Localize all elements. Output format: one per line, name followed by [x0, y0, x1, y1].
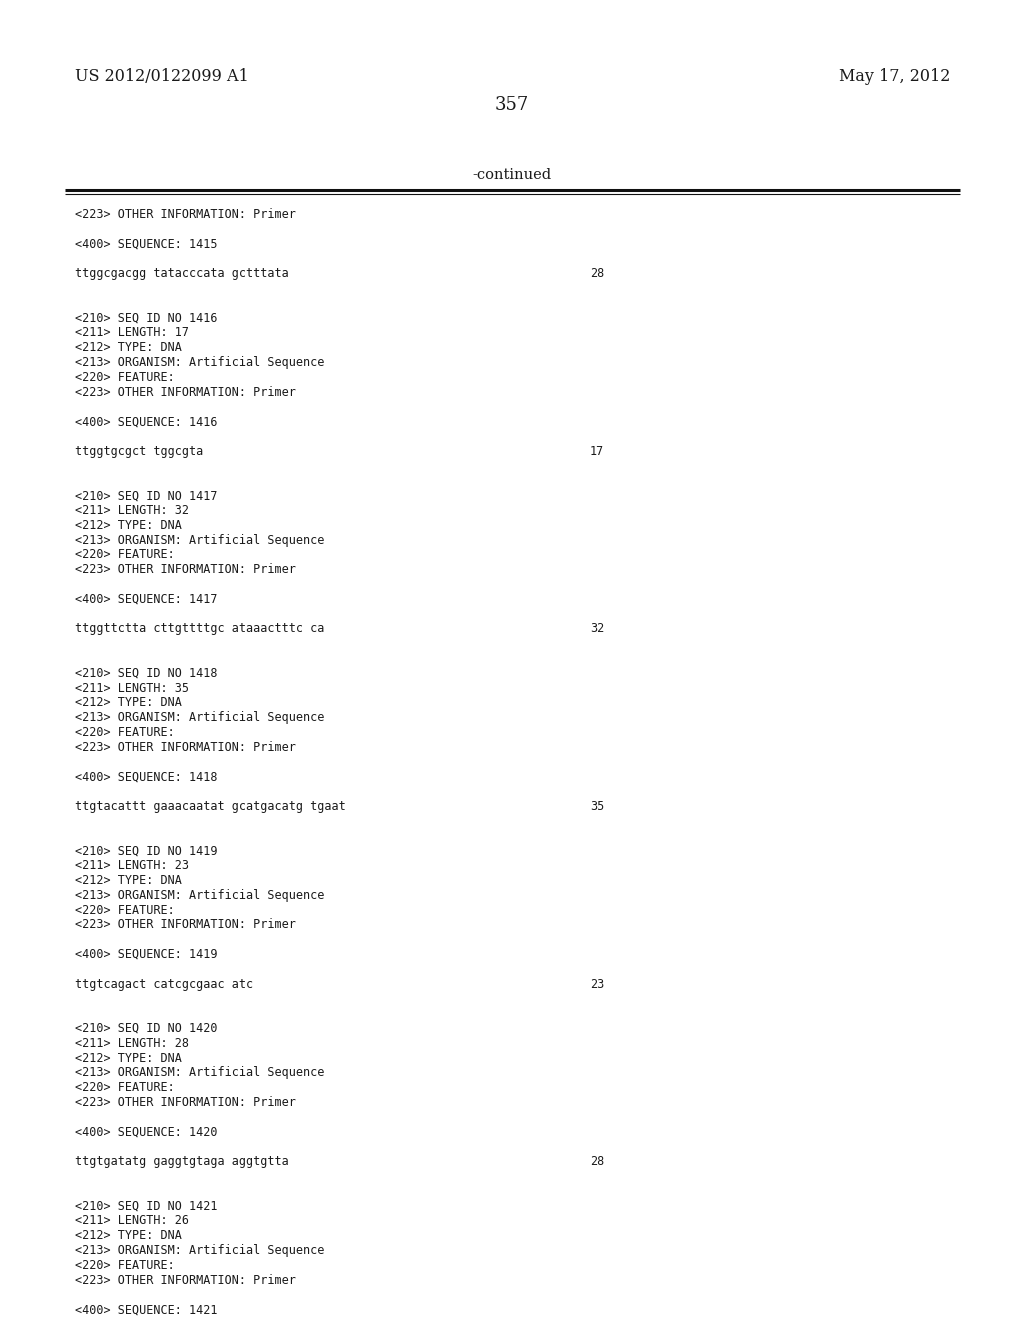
- Text: <400> SEQUENCE: 1420: <400> SEQUENCE: 1420: [75, 1126, 217, 1139]
- Text: <210> SEQ ID NO 1416: <210> SEQ ID NO 1416: [75, 312, 217, 325]
- Text: <211> LENGTH: 28: <211> LENGTH: 28: [75, 1036, 189, 1049]
- Text: <213> ORGANISM: Artificial Sequence: <213> ORGANISM: Artificial Sequence: [75, 1067, 325, 1080]
- Text: 35: 35: [590, 800, 604, 813]
- Text: ttgtacattt gaaacaatat gcatgacatg tgaat: ttgtacattt gaaacaatat gcatgacatg tgaat: [75, 800, 346, 813]
- Text: <212> TYPE: DNA: <212> TYPE: DNA: [75, 519, 182, 532]
- Text: <220> FEATURE:: <220> FEATURE:: [75, 1259, 175, 1271]
- Text: <223> OTHER INFORMATION: Primer: <223> OTHER INFORMATION: Primer: [75, 741, 296, 754]
- Text: <400> SEQUENCE: 1417: <400> SEQUENCE: 1417: [75, 593, 217, 606]
- Text: ttgtgatatg gaggtgtaga aggtgtta: ttgtgatatg gaggtgtaga aggtgtta: [75, 1155, 289, 1168]
- Text: <220> FEATURE:: <220> FEATURE:: [75, 904, 175, 916]
- Text: <400> SEQUENCE: 1419: <400> SEQUENCE: 1419: [75, 948, 217, 961]
- Text: <213> ORGANISM: Artificial Sequence: <213> ORGANISM: Artificial Sequence: [75, 533, 325, 546]
- Text: <210> SEQ ID NO 1420: <210> SEQ ID NO 1420: [75, 1022, 217, 1035]
- Text: <220> FEATURE:: <220> FEATURE:: [75, 548, 175, 561]
- Text: <210> SEQ ID NO 1419: <210> SEQ ID NO 1419: [75, 845, 217, 858]
- Text: <212> TYPE: DNA: <212> TYPE: DNA: [75, 1052, 182, 1065]
- Text: <210> SEQ ID NO 1421: <210> SEQ ID NO 1421: [75, 1200, 217, 1213]
- Text: <220> FEATURE:: <220> FEATURE:: [75, 1081, 175, 1094]
- Text: 32: 32: [590, 623, 604, 635]
- Text: 17: 17: [590, 445, 604, 458]
- Text: <223> OTHER INFORMATION: Primer: <223> OTHER INFORMATION: Primer: [75, 1274, 296, 1287]
- Text: 28: 28: [590, 267, 604, 280]
- Text: ttgtcagact catcgcgaac atc: ttgtcagact catcgcgaac atc: [75, 978, 253, 990]
- Text: <400> SEQUENCE: 1421: <400> SEQUENCE: 1421: [75, 1303, 217, 1316]
- Text: <223> OTHER INFORMATION: Primer: <223> OTHER INFORMATION: Primer: [75, 1096, 296, 1109]
- Text: <400> SEQUENCE: 1415: <400> SEQUENCE: 1415: [75, 238, 217, 251]
- Text: <223> OTHER INFORMATION: Primer: <223> OTHER INFORMATION: Primer: [75, 919, 296, 932]
- Text: <220> FEATURE:: <220> FEATURE:: [75, 371, 175, 384]
- Text: <213> ORGANISM: Artificial Sequence: <213> ORGANISM: Artificial Sequence: [75, 888, 325, 902]
- Text: 28: 28: [590, 1155, 604, 1168]
- Text: <211> LENGTH: 35: <211> LENGTH: 35: [75, 681, 189, 694]
- Text: ttggttctta cttgttttgc ataaactttc ca: ttggttctta cttgttttgc ataaactttc ca: [75, 623, 325, 635]
- Text: <211> LENGTH: 32: <211> LENGTH: 32: [75, 504, 189, 517]
- Text: <212> TYPE: DNA: <212> TYPE: DNA: [75, 697, 182, 709]
- Text: ttggtgcgct tggcgta: ttggtgcgct tggcgta: [75, 445, 203, 458]
- Text: -continued: -continued: [472, 168, 552, 182]
- Text: <223> OTHER INFORMATION: Primer: <223> OTHER INFORMATION: Primer: [75, 209, 296, 220]
- Text: <213> ORGANISM: Artificial Sequence: <213> ORGANISM: Artificial Sequence: [75, 356, 325, 370]
- Text: 357: 357: [495, 96, 529, 114]
- Text: May 17, 2012: May 17, 2012: [839, 69, 950, 84]
- Text: <210> SEQ ID NO 1417: <210> SEQ ID NO 1417: [75, 490, 217, 502]
- Text: <400> SEQUENCE: 1416: <400> SEQUENCE: 1416: [75, 416, 217, 428]
- Text: <220> FEATURE:: <220> FEATURE:: [75, 726, 175, 739]
- Text: <211> LENGTH: 26: <211> LENGTH: 26: [75, 1214, 189, 1228]
- Text: <212> TYPE: DNA: <212> TYPE: DNA: [75, 1229, 182, 1242]
- Text: 23: 23: [590, 978, 604, 990]
- Text: <212> TYPE: DNA: <212> TYPE: DNA: [75, 341, 182, 354]
- Text: <211> LENGTH: 23: <211> LENGTH: 23: [75, 859, 189, 873]
- Text: <223> OTHER INFORMATION: Primer: <223> OTHER INFORMATION: Primer: [75, 564, 296, 577]
- Text: <212> TYPE: DNA: <212> TYPE: DNA: [75, 874, 182, 887]
- Text: <213> ORGANISM: Artificial Sequence: <213> ORGANISM: Artificial Sequence: [75, 711, 325, 725]
- Text: US 2012/0122099 A1: US 2012/0122099 A1: [75, 69, 249, 84]
- Text: <223> OTHER INFORMATION: Primer: <223> OTHER INFORMATION: Primer: [75, 385, 296, 399]
- Text: <210> SEQ ID NO 1418: <210> SEQ ID NO 1418: [75, 667, 217, 680]
- Text: <211> LENGTH: 17: <211> LENGTH: 17: [75, 326, 189, 339]
- Text: ttggcgacgg tatacccata gctttata: ttggcgacgg tatacccata gctttata: [75, 267, 289, 280]
- Text: <213> ORGANISM: Artificial Sequence: <213> ORGANISM: Artificial Sequence: [75, 1243, 325, 1257]
- Text: <400> SEQUENCE: 1418: <400> SEQUENCE: 1418: [75, 771, 217, 783]
